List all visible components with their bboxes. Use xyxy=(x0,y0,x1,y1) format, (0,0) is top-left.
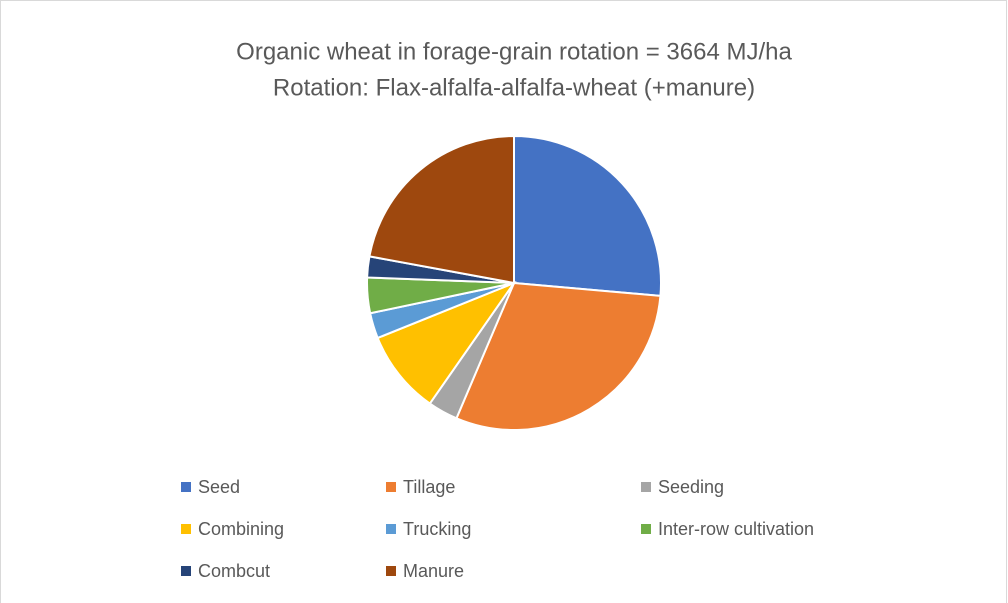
legend-swatch xyxy=(386,566,396,576)
legend-swatch xyxy=(386,524,396,534)
pie-slice xyxy=(513,134,662,297)
legend-swatch xyxy=(641,524,651,534)
legend-swatch xyxy=(181,482,191,492)
legend-label: Trucking xyxy=(403,519,471,539)
legend-label: Inter-row cultivation xyxy=(658,519,814,539)
legend-label: Seeding xyxy=(658,477,724,497)
legend-swatch xyxy=(386,482,396,492)
legend-label: Combining xyxy=(198,519,284,539)
chart-title: Organic wheat in forage-grain rotation =… xyxy=(236,38,792,65)
legend-label: Manure xyxy=(403,561,464,581)
pie-slice xyxy=(368,134,515,285)
pie-slice xyxy=(455,281,662,431)
chart-subtitle: Rotation: Flax-alfalfa-alfalfa-wheat (+m… xyxy=(273,74,755,101)
legend-swatch xyxy=(641,482,651,492)
legend-label: Seed xyxy=(198,477,240,497)
legend-label: Combcut xyxy=(198,561,270,581)
pie-slice xyxy=(376,280,517,405)
legend-swatch xyxy=(181,566,191,576)
legend-swatch xyxy=(181,524,191,534)
legend-label: Tillage xyxy=(403,477,455,497)
